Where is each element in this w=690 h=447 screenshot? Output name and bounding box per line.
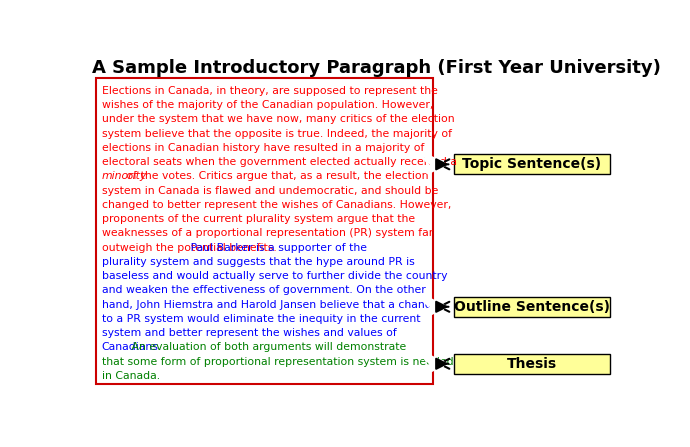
Text: system in Canada is flawed and undemocratic, and should be: system in Canada is flawed and undemocra…: [101, 186, 438, 196]
Text: in Canada.: in Canada.: [101, 371, 160, 381]
Text: Topic Sentence(s): Topic Sentence(s): [462, 157, 602, 171]
Text: minority: minority: [101, 172, 147, 181]
FancyBboxPatch shape: [453, 297, 610, 317]
Text: elections in Canadian history have resulted in a majority of: elections in Canadian history have resul…: [101, 143, 424, 153]
Text: plurality system and suggests that the hype around PR is: plurality system and suggests that the h…: [101, 257, 415, 267]
Text: changed to better represent the wishes of Canadians. However,: changed to better represent the wishes o…: [101, 200, 451, 210]
Text: An evaluation of both arguments will demonstrate: An evaluation of both arguments will dem…: [128, 342, 406, 352]
Text: to a PR system would eliminate the inequity in the current: to a PR system would eliminate the inequ…: [101, 314, 420, 324]
Text: and weaken the effectiveness of government. On the other: and weaken the effectiveness of governme…: [101, 286, 426, 295]
Text: proponents of the current plurality system argue that the: proponents of the current plurality syst…: [101, 214, 415, 224]
FancyBboxPatch shape: [453, 354, 610, 374]
Text: weaknesses of a proportional representation (PR) system far: weaknesses of a proportional representat…: [101, 228, 433, 238]
Text: Thesis: Thesis: [507, 357, 557, 371]
Text: baseless and would actually serve to further divide the country: baseless and would actually serve to fur…: [101, 271, 447, 281]
Text: wishes of the majority of the Canadian population. However,: wishes of the majority of the Canadian p…: [101, 100, 433, 110]
Text: Elections in Canada, in theory, are supposed to represent the: Elections in Canada, in theory, are supp…: [101, 86, 437, 96]
Text: of the votes. Critics argue that, as a result, the election: of the votes. Critics argue that, as a r…: [123, 172, 428, 181]
Text: Canadians.: Canadians.: [101, 342, 162, 352]
Text: that some form of proportional representation system is needed: that some form of proportional represent…: [101, 357, 453, 367]
Text: hand, John Hiemstra and Harold Jansen believe that a change: hand, John Hiemstra and Harold Jansen be…: [101, 299, 438, 310]
Text: outweigh the potential benefits.: outweigh the potential benefits.: [101, 243, 277, 253]
Text: system believe that the opposite is true. Indeed, the majority of: system believe that the opposite is true…: [101, 129, 452, 139]
Text: electoral seats when the government elected actually received a: electoral seats when the government elec…: [101, 157, 457, 167]
FancyBboxPatch shape: [95, 78, 433, 384]
Text: under the system that we have now, many critics of the election: under the system that we have now, many …: [101, 114, 455, 124]
FancyBboxPatch shape: [453, 154, 610, 174]
Text: system and better represent the wishes and values of: system and better represent the wishes a…: [101, 328, 397, 338]
Text: Outline Sentence(s): Outline Sentence(s): [454, 300, 610, 314]
Text: Paul Barker is a supporter of the: Paul Barker is a supporter of the: [187, 243, 367, 253]
Text: A Sample Introductory Paragraph (First Year University): A Sample Introductory Paragraph (First Y…: [92, 59, 661, 77]
